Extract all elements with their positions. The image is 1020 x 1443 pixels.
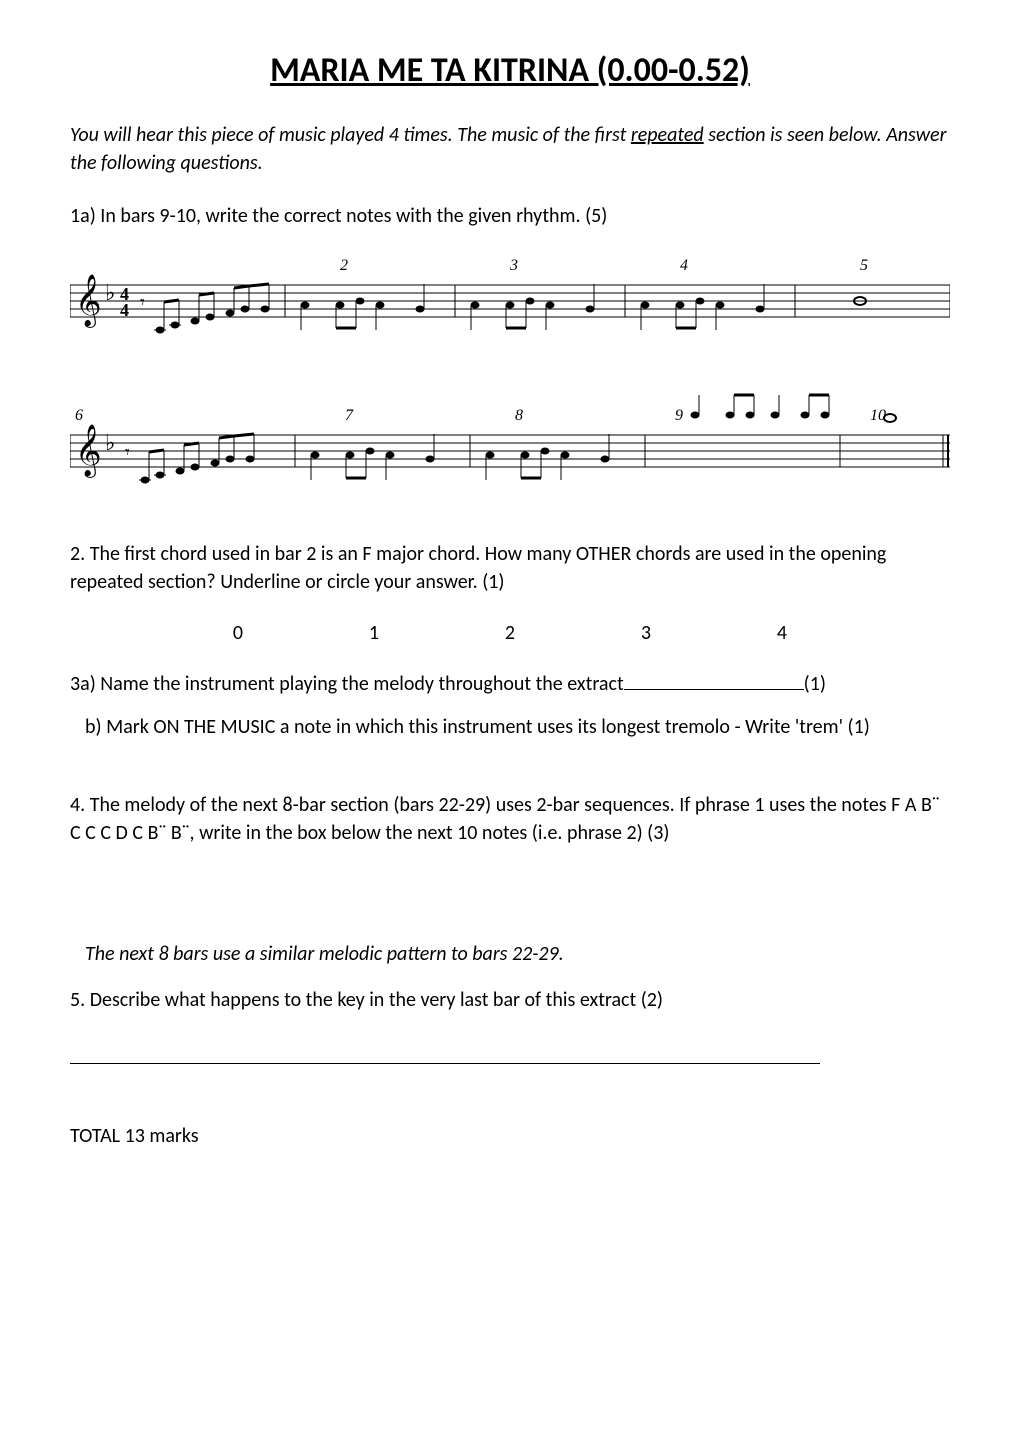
svg-text:𝄾: 𝄾 [125,442,130,462]
svg-text:4: 4 [120,300,129,320]
svg-text:4: 4 [680,257,688,274]
q3b-post: ' (1) [839,715,870,739]
answer-blank-q5[interactable] [70,1044,820,1064]
page-title: MARIA ME TA KITRINA (0.00-0.52) [70,50,950,91]
svg-text:5: 5 [860,257,868,274]
total-marks: TOTAL 13 marks [70,1124,950,1148]
svg-text:10: 10 [870,407,886,424]
question-3a-text: 3a) Name the instrument playing the melo… [70,672,624,696]
q3b-italic1: tremolo [665,715,730,739]
instructions-text: You will hear this piece of music played… [70,121,950,177]
question-3a-marks: (1) [804,672,826,696]
answer-blank-3a[interactable] [624,689,804,690]
svg-text:𝄞: 𝄞 [75,275,102,328]
staff-line-2: 𝄞 ♭ 6 7 8 9 10 [70,390,950,500]
svg-text:9: 9 [675,407,683,424]
svg-text:𝄾: 𝄾 [140,292,145,312]
svg-text:6: 6 [75,407,83,424]
svg-text:3: 3 [509,257,518,274]
answer-space-q4[interactable] [70,862,950,942]
staff-line-1: 𝄞 ♭ 4 4 2 3 4 5 𝄾 [70,250,950,350]
svg-text:𝄞: 𝄞 [75,425,102,478]
svg-text:♭: ♭ [105,280,115,305]
q3b-italic2: trem [799,715,838,739]
question-3a: 3a) Name the instrument playing the melo… [70,670,950,698]
question-4: 4. The melody of the next 8-bar section … [70,791,950,847]
svg-text:8: 8 [515,407,523,424]
svg-text:7: 7 [345,407,354,424]
music-notation: 𝄞 ♭ 4 4 2 3 4 5 𝄾 [70,250,950,500]
choice-0[interactable]: 0 [233,621,243,645]
question-1a: 1a) In bars 9-10, write the correct note… [70,202,950,230]
svg-text:♭: ♭ [105,430,115,455]
question-5: 5. Describe what happens to the key in t… [70,986,950,1014]
question-2: 2. The first chord used in bar 2 is an F… [70,540,950,596]
q3b-mid2: - Write ' [730,715,799,739]
q3b-pre: b) Mark ON THE MUSIC a note in which thi… [85,715,601,739]
instructions-underlined: repeated [631,123,704,147]
choice-2[interactable]: 2 [505,621,515,645]
choice-3[interactable]: 3 [641,621,651,645]
q3b-underlined: longest [601,715,660,739]
italic-note: The next 8 bars use a similar melodic pa… [85,942,950,966]
question-2-choices: 0 1 2 3 4 [70,611,950,655]
choice-4[interactable]: 4 [777,621,787,645]
choice-1[interactable]: 1 [369,621,379,645]
question-3b: b) Mark ON THE MUSIC a note in which thi… [85,713,950,741]
instructions-pre: You will hear this piece of music played… [70,123,631,147]
svg-text:2: 2 [340,257,348,274]
